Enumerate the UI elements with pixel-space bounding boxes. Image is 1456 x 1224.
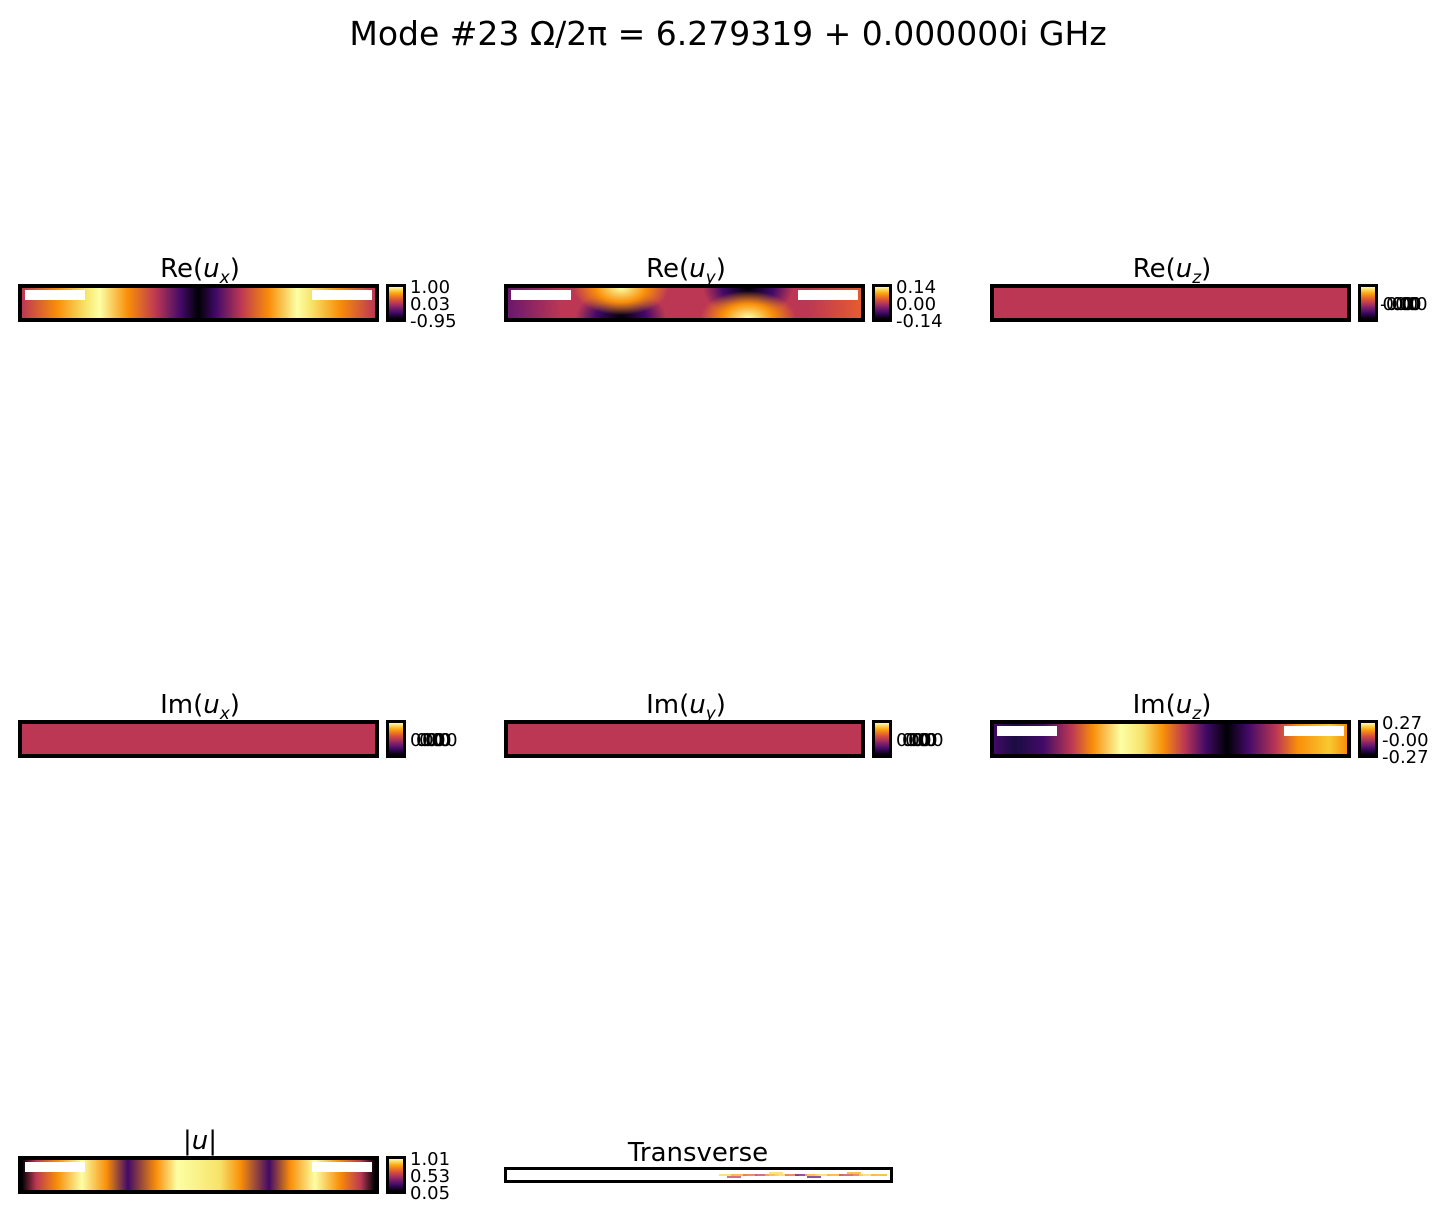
colorbar-tick-max: 0.000 bbox=[896, 730, 931, 751]
title-main: | bbox=[182, 1126, 192, 1156]
colorbar-tick-max: 0.27 bbox=[1382, 713, 1423, 734]
heatmap-abs-u bbox=[18, 1156, 379, 1194]
colorbar-tick-mid: -0.00 bbox=[1382, 730, 1429, 751]
panel-title-im-ux: Im(ux) bbox=[0, 690, 400, 729]
title-var: u bbox=[689, 690, 706, 720]
title-end: ) bbox=[229, 254, 240, 284]
title-end: ) bbox=[715, 690, 726, 720]
title-var: u bbox=[203, 690, 220, 720]
title-end: ) bbox=[229, 690, 240, 720]
heatmap-re-ux bbox=[18, 284, 379, 322]
colorbar-tick-min: -0.95 bbox=[410, 311, 457, 332]
void-region-left bbox=[511, 290, 571, 300]
heatmap-im-uz bbox=[990, 720, 1351, 758]
colorbar-re-uy bbox=[872, 284, 892, 322]
panel-title-abs-u: |u| bbox=[0, 1126, 400, 1156]
title-end: ) bbox=[1201, 254, 1212, 284]
colorbar-im-uy bbox=[872, 720, 892, 758]
colorbar-tick-max: 0.000 bbox=[410, 730, 445, 751]
title-end: ) bbox=[1201, 690, 1212, 720]
title-var: u bbox=[203, 254, 220, 284]
title-sub: x bbox=[219, 268, 230, 289]
panel-title-transverse: Transverse bbox=[627, 1138, 769, 1168]
title-sub: x bbox=[219, 704, 230, 725]
colorbar-tick-max: 1.01 bbox=[410, 1149, 451, 1170]
void-region-left bbox=[25, 1162, 85, 1172]
title-sub: z bbox=[1192, 704, 1202, 725]
title-var: u bbox=[191, 1126, 209, 1156]
void-region-left bbox=[25, 290, 85, 300]
colorbar-tick-min: 0.000 bbox=[1392, 294, 1427, 315]
title-var: u bbox=[689, 254, 706, 284]
colorbar-tick-mid: 0.00 bbox=[896, 294, 937, 315]
title-sub: y bbox=[705, 704, 716, 725]
panel-title-im-uz: Im(uz) bbox=[972, 690, 1372, 729]
colorbar-im-ux bbox=[386, 720, 406, 758]
panel-title-re-ux: Re(ux) bbox=[0, 254, 400, 293]
title-var: u bbox=[1175, 690, 1193, 720]
colorbar-tick-mid: 0.000 bbox=[1386, 294, 1421, 315]
colorbar-tick-mid: 0.000 bbox=[416, 730, 451, 751]
colorbar-re-uz bbox=[1358, 284, 1378, 322]
colorbar-tick-min: -0.14 bbox=[896, 311, 943, 332]
void-region-right bbox=[798, 290, 858, 300]
heatmap-im-uy bbox=[504, 720, 865, 758]
colorbar-tick-min: 0.000 bbox=[422, 730, 457, 751]
colorbar-tick-min: -0.27 bbox=[1382, 747, 1429, 768]
title-var: u bbox=[1175, 254, 1193, 284]
quiver-transverse bbox=[504, 1167, 893, 1183]
title-main: Re( bbox=[160, 254, 204, 284]
heatmap-im-ux bbox=[18, 720, 379, 758]
colorbar-tick-mid: 0.03 bbox=[410, 294, 451, 315]
title-main: Im( bbox=[1132, 690, 1176, 720]
void-region-right bbox=[312, 1162, 372, 1172]
void-region-right bbox=[1284, 726, 1344, 736]
colorbar-tick-min: 0.000 bbox=[908, 730, 943, 751]
void-region-left bbox=[997, 726, 1057, 736]
heatmap-re-uy bbox=[504, 284, 865, 322]
title-end: ) bbox=[715, 254, 726, 284]
title-main: Re( bbox=[646, 254, 690, 284]
figure-title: Mode #23 Ω/2π = 6.279319 + 0.000000i GHz bbox=[349, 14, 1107, 53]
title-end: | bbox=[208, 1126, 217, 1156]
title-sub: y bbox=[705, 268, 716, 289]
colorbar-tick-mid: 0.53 bbox=[410, 1166, 451, 1187]
colorbar-tick-max: -0.000 bbox=[1380, 294, 1418, 315]
title-main: Im( bbox=[160, 690, 204, 720]
title-sub: z bbox=[1192, 268, 1202, 289]
colorbar-re-ux bbox=[386, 284, 406, 322]
colorbar-abs-u bbox=[386, 1156, 406, 1194]
colorbar-tick-max: 1.00 bbox=[410, 277, 451, 298]
colorbar-tick-min: 0.05 bbox=[410, 1183, 451, 1204]
colorbar-im-uz bbox=[1358, 720, 1378, 758]
panel-title-im-uy: Im(uy) bbox=[486, 690, 886, 729]
title-main: Re( bbox=[1132, 254, 1176, 284]
title-main: Im( bbox=[646, 690, 690, 720]
panel-title-re-uz: Re(uz) bbox=[972, 254, 1372, 293]
panel-title-re-uy: Re(uy) bbox=[486, 254, 886, 293]
heatmap-re-uz bbox=[990, 284, 1351, 322]
quiver-arrows bbox=[719, 1172, 887, 1178]
colorbar-tick-max: 0.14 bbox=[896, 277, 937, 298]
colorbar-tick-mid: 0.000 bbox=[902, 730, 937, 751]
void-region-right bbox=[312, 290, 372, 300]
